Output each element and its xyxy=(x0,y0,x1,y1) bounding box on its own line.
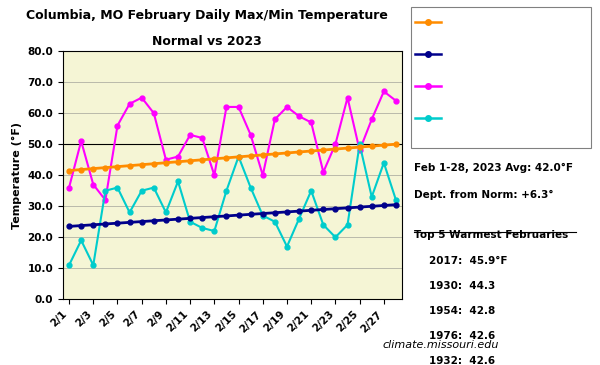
Text: 1932:  42.6: 1932: 42.6 xyxy=(429,356,495,365)
Text: 1930:  44.3: 1930: 44.3 xyxy=(429,281,495,291)
Text: Top 5 Warmest Februaries: Top 5 Warmest Februaries xyxy=(414,230,568,240)
Text: 1976:  42.6: 1976: 42.6 xyxy=(429,331,495,341)
Text: Feb 1-28, 2023 Avg: 42.0°F: Feb 1-28, 2023 Avg: 42.0°F xyxy=(414,162,573,173)
Text: 2023 Max Temp: 2023 Max Temp xyxy=(443,81,535,91)
Text: 1954:  42.8: 1954: 42.8 xyxy=(429,306,495,316)
Text: Avg Min Temp: Avg Min Temp xyxy=(443,49,524,59)
Text: 2023 Min Temp: 2023 Min Temp xyxy=(443,113,532,123)
Y-axis label: Temperature (°F): Temperature (°F) xyxy=(12,122,22,229)
Text: Columbia, MO February Daily Max/Min Temperature: Columbia, MO February Daily Max/Min Temp… xyxy=(26,9,388,22)
Text: Dept. from Norm: +6.3°: Dept. from Norm: +6.3° xyxy=(414,190,554,200)
Text: 2017:  45.9°F: 2017: 45.9°F xyxy=(429,256,508,266)
Text: climate.missouri.edu: climate.missouri.edu xyxy=(383,341,499,350)
Text: Normal vs 2023: Normal vs 2023 xyxy=(152,35,262,48)
Text: Avg Max Temp: Avg Max Temp xyxy=(443,17,527,27)
